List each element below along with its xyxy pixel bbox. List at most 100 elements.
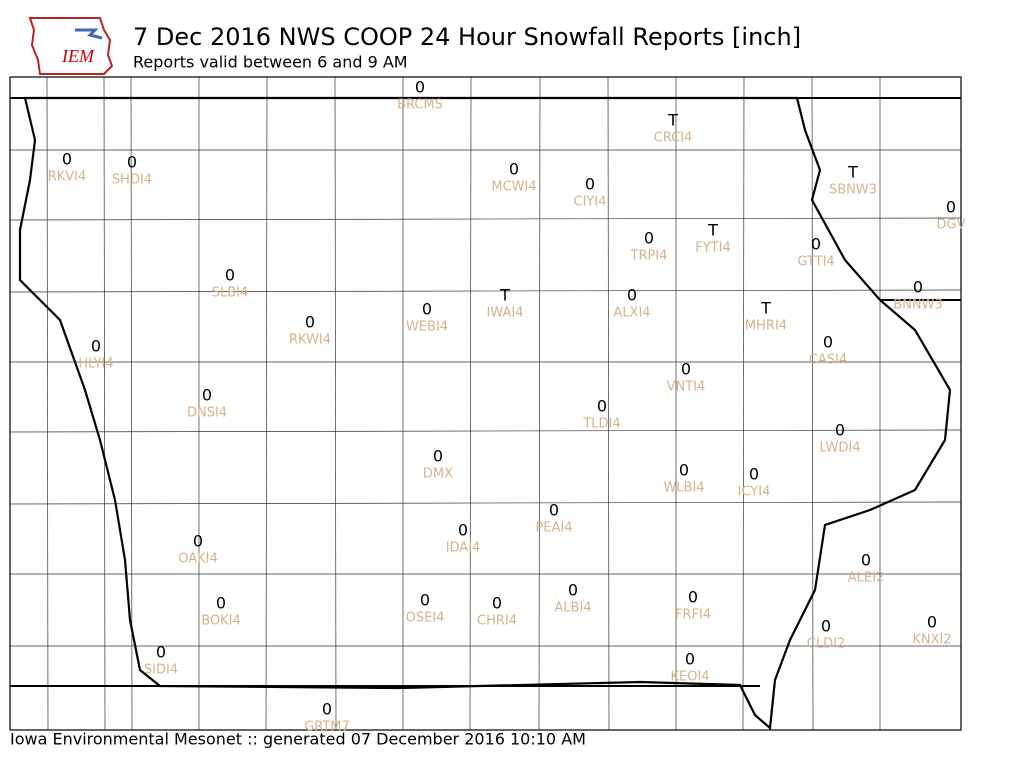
station-value: 0: [549, 501, 559, 520]
logo: IEM: [28, 17, 114, 75]
station-id: WLBI4: [663, 481, 704, 496]
station-value: 0: [627, 286, 637, 305]
logo-text: IEM: [61, 46, 95, 66]
station-value: 0: [568, 581, 578, 600]
station-value: 0: [193, 532, 203, 551]
station-id: DNSI4: [187, 406, 227, 421]
county-line: [10, 429, 961, 433]
station-id: CRCI4: [654, 131, 693, 146]
station-id: KEOI4: [670, 670, 709, 685]
station-value: T: [847, 163, 858, 182]
station-id: MHRI4: [745, 319, 787, 334]
county-line: [334, 77, 337, 730]
station-value: 0: [835, 421, 845, 440]
station-value: 0: [679, 461, 689, 480]
station-value: T: [499, 286, 510, 305]
station-value: 0: [585, 175, 595, 194]
station-id: IDAI4: [446, 541, 481, 556]
station-value: 0: [685, 650, 695, 669]
station-value: 0: [946, 198, 956, 217]
station-id: ICYI4: [738, 485, 771, 500]
station-id: CASI4: [809, 353, 847, 368]
station-value: 0: [913, 278, 923, 297]
station-id: CIYI4: [574, 195, 607, 210]
station-value: 0: [322, 700, 332, 719]
station-id: SLBI4: [212, 286, 249, 301]
station-value: 0: [156, 643, 166, 662]
station-id: FRFI4: [675, 608, 711, 623]
station-id: RKWI4: [289, 333, 331, 348]
station-id: PEAI4: [535, 521, 572, 536]
station-id: GTTI4: [797, 255, 834, 270]
station-id: FYTI4: [695, 241, 730, 256]
station-id: ALBI4: [554, 601, 591, 616]
station-value: 0: [821, 617, 831, 636]
station-value: 0: [861, 551, 871, 570]
station-value: 0: [927, 613, 937, 632]
station-value: 0: [688, 588, 698, 607]
station-id: BNNW3: [893, 298, 943, 313]
county-line: [10, 501, 961, 505]
station-id: OAKI4: [178, 552, 218, 567]
station-value: 0: [422, 300, 432, 319]
county-line: [811, 77, 814, 730]
station-id: ALXI4: [613, 306, 650, 321]
station-value: T: [707, 221, 718, 240]
station-value: 0: [91, 337, 101, 356]
station-id: SIDI4: [144, 663, 178, 678]
station-value: 0: [597, 397, 607, 416]
station-value: 0: [492, 594, 502, 613]
station-id: MCWI4: [491, 180, 536, 195]
station-id: TLDI4: [582, 417, 620, 432]
station-value: 0: [202, 386, 212, 405]
station-value: 0: [216, 594, 226, 613]
station-value: 0: [749, 465, 759, 484]
county-line: [46, 77, 49, 730]
station-value: 0: [509, 160, 519, 179]
station-id: CLDI2: [807, 637, 845, 652]
county-line: [265, 77, 268, 730]
county-line: [103, 77, 106, 730]
station-id: TRPI4: [630, 249, 668, 264]
county-line: [469, 77, 472, 730]
station-id: HLYI4: [78, 357, 113, 372]
county-line: [130, 77, 133, 730]
station-value: 0: [644, 229, 654, 248]
station-id: BOKI4: [201, 614, 241, 629]
station-id: SBNW3: [829, 183, 877, 198]
footer: Iowa Environmental Mesonet :: generated …: [10, 730, 586, 749]
station-id: LWDI4: [819, 441, 860, 456]
station-value: T: [667, 111, 678, 130]
station-value: 0: [415, 78, 425, 97]
county-line: [607, 77, 610, 730]
station-value: 0: [433, 447, 443, 466]
station-value: 0: [225, 266, 235, 285]
station-value: 0: [62, 150, 72, 169]
station-value: 0: [823, 333, 833, 352]
county-line: [10, 217, 961, 221]
station-id: DMX: [423, 467, 453, 482]
station-value: 0: [458, 521, 468, 540]
station-id: KNXI2: [912, 633, 951, 648]
station-id: RKVI4: [48, 170, 87, 185]
subtitle: Reports valid between 6 and 9 AM: [133, 53, 408, 72]
station-value: 0: [420, 591, 430, 610]
station-id: CHRI4: [477, 614, 517, 629]
county-line: [538, 77, 541, 730]
station-value: 0: [681, 360, 691, 379]
county-line: [10, 289, 961, 293]
station-id: IWAI4: [487, 306, 524, 321]
station-value: T: [760, 299, 771, 318]
map-lines: [10, 77, 961, 730]
station-id: ALEI2: [848, 571, 884, 586]
station-id: GRTM7: [304, 720, 350, 735]
station-id: SHDI4: [112, 173, 152, 188]
station-id: DGV: [937, 218, 966, 233]
station-id: WEBI4: [406, 320, 448, 335]
station-id: BRCMS: [397, 98, 443, 113]
county-line: [742, 77, 745, 730]
title: 7 Dec 2016 NWS COOP 24 Hour Snowfall Rep…: [133, 23, 801, 51]
station-id: OSEI4: [406, 611, 445, 626]
